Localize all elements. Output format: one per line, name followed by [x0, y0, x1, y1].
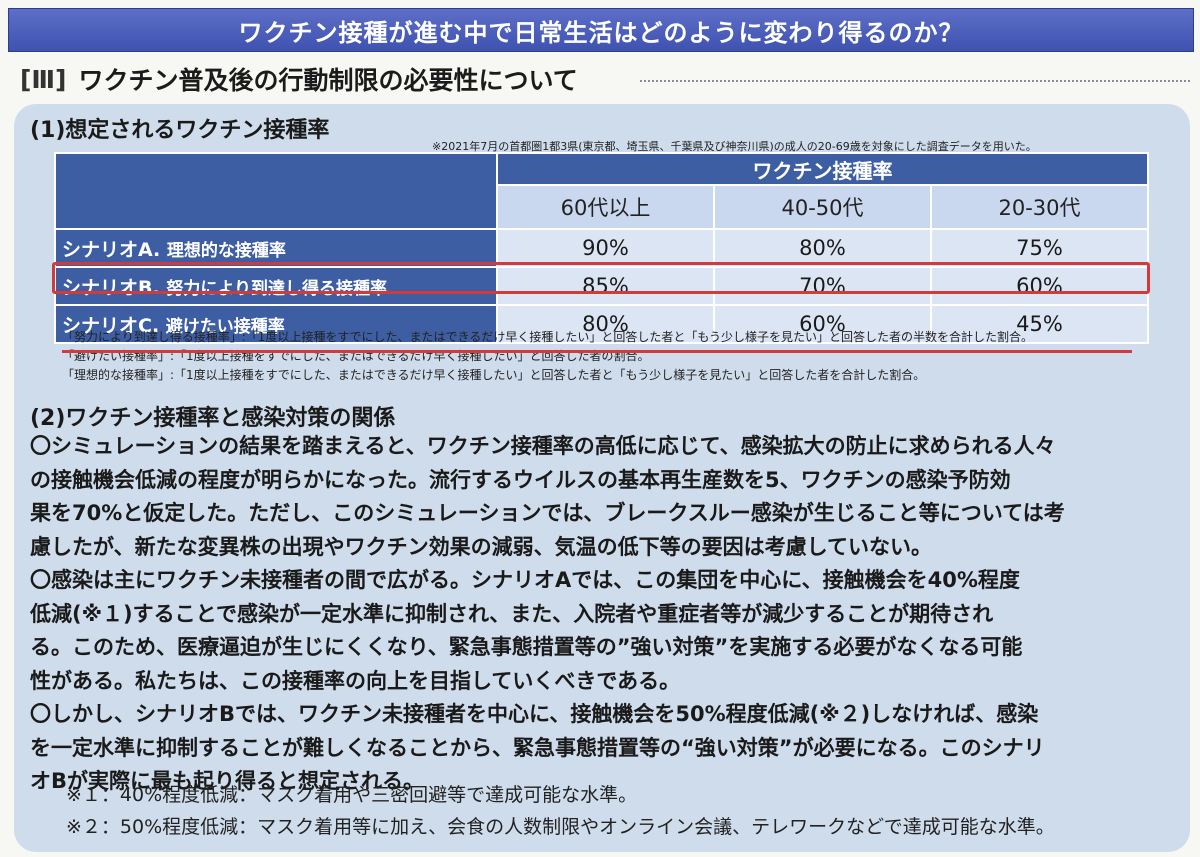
rate-cell: 60% [713, 304, 932, 344]
footnote-2: ※２：50%程度低減：マスク着用等に加え、会食の人数制限やオンライン会議、テレワ… [66, 816, 1055, 838]
rate-cell: 45% [930, 304, 1149, 344]
text-line: 性がある。私たちは、この接種率の向上を目指していくべきである。 [30, 668, 681, 693]
rate-definitions: 「努力により到達し得る接種率」:「1度以上接種をすでにした、またはできるだけ早く… [62, 328, 1033, 385]
text-line: 低減(※１)することで感染が一定水準に抑制され、また、入院者や重症者等が減少する… [30, 601, 994, 626]
table-row: シナリオA. 理想的な接種率 90% 80% 75% [54, 228, 1149, 268]
rate-cell: 85% [496, 266, 715, 306]
scenario-label: シナリオC. 避けたい接種率 [54, 304, 498, 344]
text-line: 〇シミュレーションの結果を踏まえると、ワクチン接種率の高低に応じて、感染拡大の防… [30, 434, 1056, 458]
rate-cell: 75% [930, 228, 1149, 268]
rate-cell: 90% [496, 228, 715, 268]
page-banner: ワクチン接種が進む中で日常生活はどのように変わり得るのか？ [8, 8, 1194, 52]
section-title-text: ワクチン普及後の行動制限の必要性について [78, 66, 578, 95]
rate-cell: 80% [496, 304, 715, 344]
table-header: ワクチン接種率 [496, 152, 1149, 186]
text-line: オBが実際に最も起り得ると想定される。 [30, 769, 425, 793]
text-line: の接触機会低減の程度が明らかになった。流行するウイルスの基本再生産数を5、ワクチ… [30, 467, 1011, 492]
age-group-header: 60代以上 [496, 184, 715, 230]
dotted-divider [640, 80, 1190, 82]
text-line: 〇しかし、シナリオBでは、ワクチン未接種者を中心に、接触機会を50%程度低減(※… [30, 702, 1039, 726]
simulation-text: 〇シミュレーションの結果を踏まえると、ワクチン接種率の高低に応じて、感染拡大の防… [30, 430, 1180, 799]
vaccination-rate-table: ワクチン接種率 60代以上 40-50代 20-30代 シナリオA. 理想的な接… [54, 152, 1149, 344]
definition-note: 「理想的な接種率」:「1度以上接種をすでにした、またはできるだけ早く接種したい」… [62, 368, 926, 382]
red-underline [62, 350, 1132, 353]
scenario-label: シナリオB. 努力により到達し得る接種率 [54, 266, 498, 306]
text-line: を一定水準に抑制することが難しくなることから、緊急事態措置等の“強い対策”が必要… [30, 735, 1045, 760]
text-line: る。このため、医療逼迫が生じにくくなり、緊急事態措置等の”強い対策”を実施する必… [30, 635, 1023, 659]
section-number: [Ⅲ] [20, 64, 67, 94]
text-line: 果を70%と仮定した。ただし、このシミュレーションでは、ブレークスルー感染が生じ… [30, 501, 1065, 525]
age-group-header: 40-50代 [713, 184, 932, 230]
part2-title: (2)ワクチン接種率と感染対策の関係 [30, 406, 396, 431]
rate-cell: 70% [713, 266, 932, 306]
scenario-b-highlight-box [52, 262, 1150, 294]
scenario-label: シナリオA. 理想的な接種率 [54, 228, 498, 268]
rate-cell: 80% [713, 228, 932, 268]
age-group-header: 20-30代 [930, 184, 1149, 230]
text-line: 慮したが、新たな変異株の出現やワクチン効果の減弱、気温の低下等の要因は考慮してい… [30, 534, 932, 559]
definition-note: 「努力により到達し得る接種率」:「1度以上接種をすでにした、またはできるだけ早く… [62, 330, 1033, 344]
table-corner [54, 152, 498, 230]
survey-note: ※2021年7月の首都圏1都3県(東京都、埼玉県、千葉県及び神奈川県)の成人の2… [432, 140, 1037, 153]
section-title: [Ⅲ] ワクチン普及後の行動制限の必要性について [20, 60, 578, 98]
table-row: シナリオC. 避けたい接種率 80% 60% 45% [54, 304, 1149, 344]
table-row: シナリオB. 努力により到達し得る接種率 85% 70% 60% [54, 266, 1149, 306]
footnote-1: ※１：40%程度低減：マスク着用や三密回避等で達成可能な水準。 [66, 784, 638, 806]
text-line: 〇感染は主にワクチン未接種者の間で広がる。シナリオAでは、この集団を中心に、接触… [30, 568, 1020, 592]
rate-cell: 60% [930, 266, 1149, 306]
part1-title: (1)想定されるワクチン接種率 [30, 118, 330, 143]
